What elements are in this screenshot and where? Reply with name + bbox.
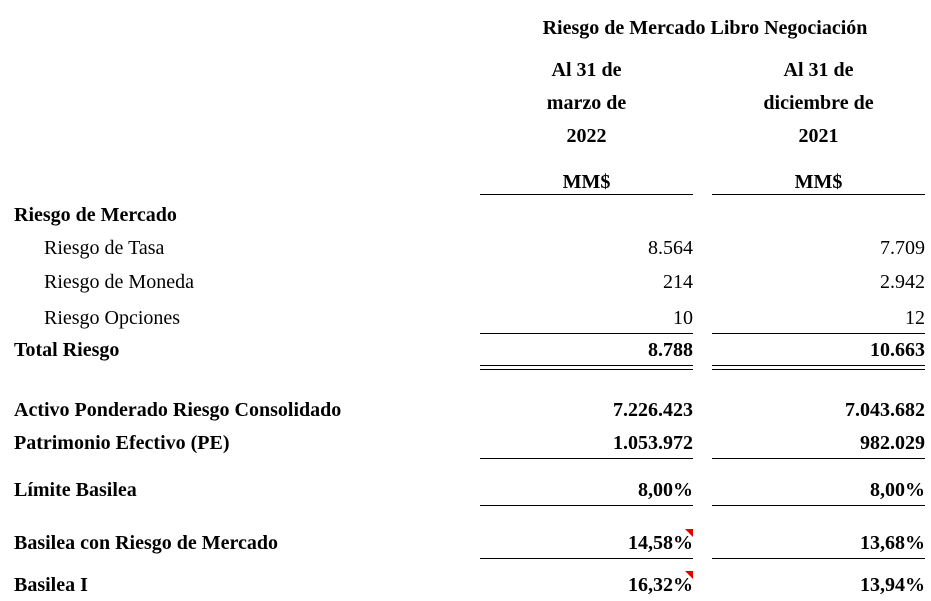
rule: [712, 369, 925, 370]
cell-value: 12: [905, 307, 925, 329]
cell-value: 14,58%: [628, 532, 693, 554]
unit-label: MM$: [794, 171, 843, 193]
column-header: marzo de: [546, 92, 627, 114]
row-label: Activo Ponderado Riesgo Consolidado: [14, 399, 342, 421]
cell-value: 1.053.972: [613, 432, 693, 454]
row-label: Límite Basilea: [14, 479, 137, 501]
cell-value: 10: [673, 307, 693, 329]
cell-value: 7.043.682: [845, 399, 925, 421]
cell-value: 7.709: [880, 237, 925, 259]
column-header: 2022: [566, 125, 607, 147]
row-label: Riesgo Opciones: [44, 307, 181, 329]
rule: [480, 333, 693, 334]
rule: [480, 458, 693, 459]
column-header: Al 31 de: [783, 59, 854, 81]
rule: [480, 558, 693, 559]
cell-value: 214: [663, 271, 693, 293]
comment-marker: [685, 529, 693, 537]
rule: [712, 333, 925, 334]
comment-marker: [685, 571, 693, 579]
rule: [712, 194, 925, 195]
rule: [480, 505, 693, 506]
row-label: Riesgo de Moneda: [44, 271, 194, 293]
row-label: Riesgo de Tasa: [44, 237, 165, 259]
column-header: Al 31 de: [551, 59, 622, 81]
row-label: Basilea I: [14, 574, 88, 596]
rule: [712, 365, 925, 366]
rule: [712, 558, 925, 559]
row-label: Patrimonio Efectivo (PE): [14, 432, 230, 454]
cell-value: 10.663: [870, 339, 925, 361]
table-title: Riesgo de Mercado Libro Negociación: [542, 17, 868, 39]
cell-value: 7.226.423: [613, 399, 693, 421]
cell-value: 982.029: [860, 432, 925, 454]
cell-value: 8.564: [648, 237, 693, 259]
cell-value: 16,32%: [628, 574, 693, 596]
row-label: Basilea con Riesgo de Mercado: [14, 532, 279, 554]
cell-value: 13,68%: [860, 532, 925, 554]
cell-value: 8,00%: [870, 479, 925, 501]
cell-value: 13,94%: [860, 574, 925, 596]
rule: [712, 505, 925, 506]
row-label: Riesgo de Mercado: [14, 204, 177, 226]
rule: [480, 194, 693, 195]
column-header: diciembre de: [763, 92, 874, 114]
row-label: Total Riesgo: [14, 339, 120, 361]
unit-label: MM$: [562, 171, 611, 193]
cell-value: 8.788: [648, 339, 693, 361]
cell-value: 8,00%: [638, 479, 693, 501]
cell-value: 2.942: [880, 271, 925, 293]
column-header: 2021: [798, 125, 839, 147]
rule: [480, 369, 693, 370]
rule: [480, 365, 693, 366]
rule: [712, 458, 925, 459]
